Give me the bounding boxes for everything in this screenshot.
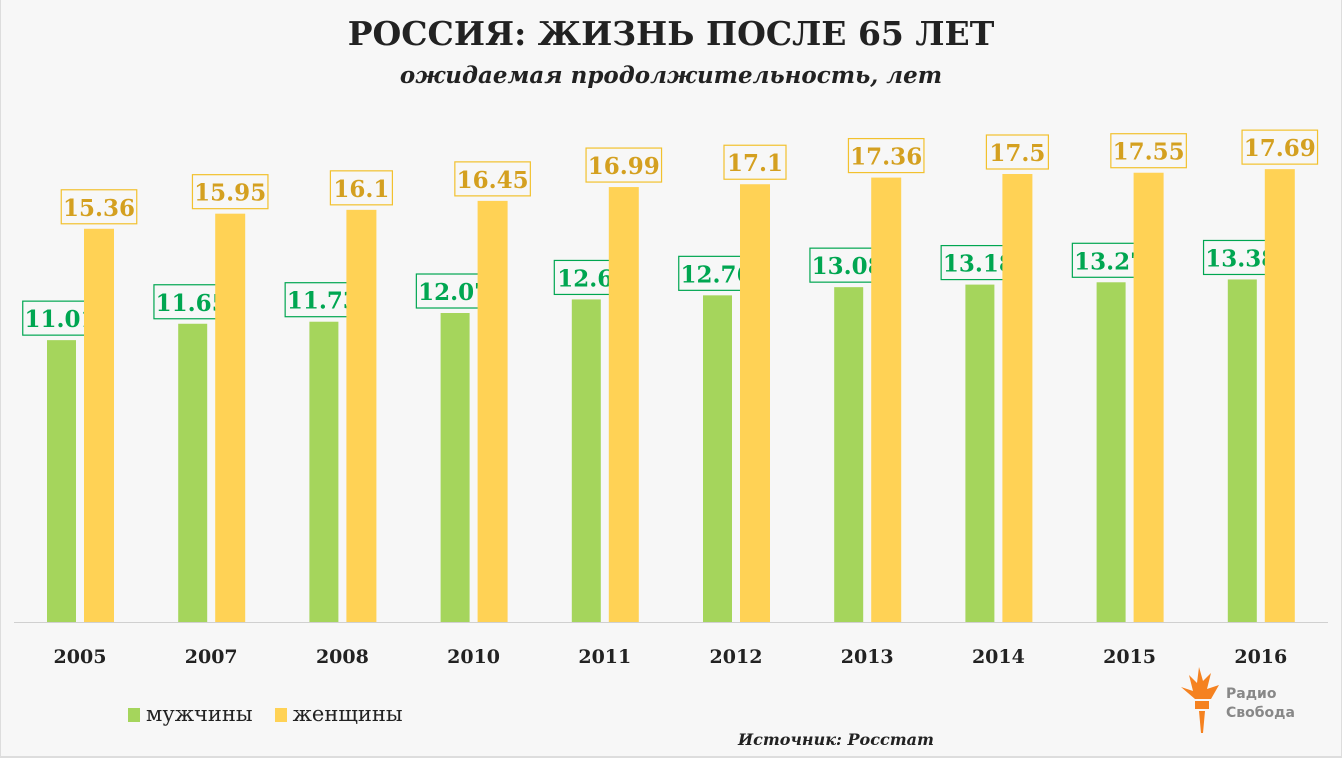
- legend-item-men: мужчины: [128, 702, 253, 726]
- bar-men-2014: [965, 284, 995, 622]
- bar-men-2015: [1096, 282, 1126, 622]
- legend-item-women: женщины: [274, 702, 403, 726]
- data-label-women-2008: 16.1: [333, 176, 389, 203]
- data-label-box-women-2007: [191, 174, 269, 210]
- bar-women-2015: [1133, 172, 1164, 622]
- bar-women-2008: [346, 209, 377, 622]
- data-label-women-2015: 17.55: [1113, 139, 1185, 166]
- bar-men-2008: [309, 321, 339, 622]
- data-label-women-2007: 15.95: [194, 180, 266, 207]
- data-label-women-2013: 17.36: [850, 144, 922, 171]
- legend-swatch-men: [128, 708, 140, 722]
- bar-men-2011: [571, 299, 601, 622]
- data-label-women-2014: 17.5: [989, 140, 1045, 167]
- x-tick-label-2010: 2010: [447, 646, 500, 668]
- legend-swatch-women: [274, 708, 287, 722]
- x-tick-label-2015: 2015: [1103, 646, 1156, 668]
- bar-men-2012: [703, 295, 732, 622]
- logo-text: Радио Свобода: [1226, 685, 1295, 723]
- bar-women-2013: [871, 177, 902, 623]
- data-label-women-2011: 16.99: [588, 153, 660, 180]
- logo-text-line2: Свобода: [1226, 705, 1295, 721]
- x-tick-label-2007: 2007: [185, 646, 238, 668]
- x-tick-label-2011: 2011: [578, 646, 631, 668]
- x-tick-label-2013: 2013: [841, 646, 894, 668]
- bar-men-2013: [834, 287, 864, 622]
- data-label-box-women-2012: [723, 144, 787, 180]
- data-label-box-women-2013: [847, 137, 925, 174]
- bar-women-2010: [477, 200, 508, 622]
- logo-text-line1: Радио: [1226, 686, 1277, 702]
- bar-women-2016: [1264, 169, 1295, 623]
- data-label-box-women-2016: [1241, 129, 1319, 165]
- x-tick-label-2016: 2016: [1234, 646, 1287, 668]
- bar-women-2007: [215, 213, 246, 622]
- data-label-women-2012: 17.1: [727, 150, 783, 177]
- data-label-women-2010: 16.45: [457, 167, 529, 194]
- x-tick-label-2008: 2008: [316, 646, 369, 668]
- data-label-men-2011: 12.6: [557, 265, 613, 292]
- bar-men-2007: [178, 323, 208, 622]
- bar-women-2014: [1002, 174, 1033, 622]
- chart-title: РОССИЯ: ЖИЗНЬ ПОСЛЕ 65 ЛЕТ: [347, 14, 995, 53]
- bar-men-2016: [1227, 279, 1257, 622]
- legend: мужчины женщины: [128, 702, 403, 726]
- data-label-women-2005: 15.36: [63, 195, 135, 222]
- data-label-box-women-2005: [60, 189, 138, 225]
- data-label-box-women-2015: [1110, 133, 1187, 169]
- x-tick-label-2014: 2014: [972, 646, 1025, 668]
- data-label-box-women-2008: [329, 170, 393, 206]
- bar-men-2010: [440, 313, 470, 622]
- data-label-women-2016: 17.69: [1244, 135, 1316, 162]
- legend-label-men: мужчины: [146, 702, 253, 726]
- source-note: Источник: Росстат: [738, 730, 934, 749]
- legend-label-women: женщины: [292, 702, 403, 726]
- bar-chart: 11.0115.36200511.6515.95200711.7316.1200…: [14, 129, 1328, 668]
- x-tick-label-2012: 2012: [710, 646, 763, 668]
- data-label-box-women-2010: [454, 161, 531, 197]
- data-label-box-women-2014: [985, 134, 1050, 170]
- bar-men-2005: [47, 340, 76, 622]
- chart-subtitle: ожидаемая продолжительность, лет: [399, 62, 943, 89]
- radio-svoboda-logo-icon: [1181, 667, 1219, 733]
- bar-women-2012: [740, 184, 770, 623]
- x-tick-label-2005: 2005: [54, 646, 107, 668]
- data-label-box-women-2011: [585, 147, 663, 183]
- bar-women-2005: [84, 228, 114, 622]
- bar-women-2011: [608, 187, 639, 622]
